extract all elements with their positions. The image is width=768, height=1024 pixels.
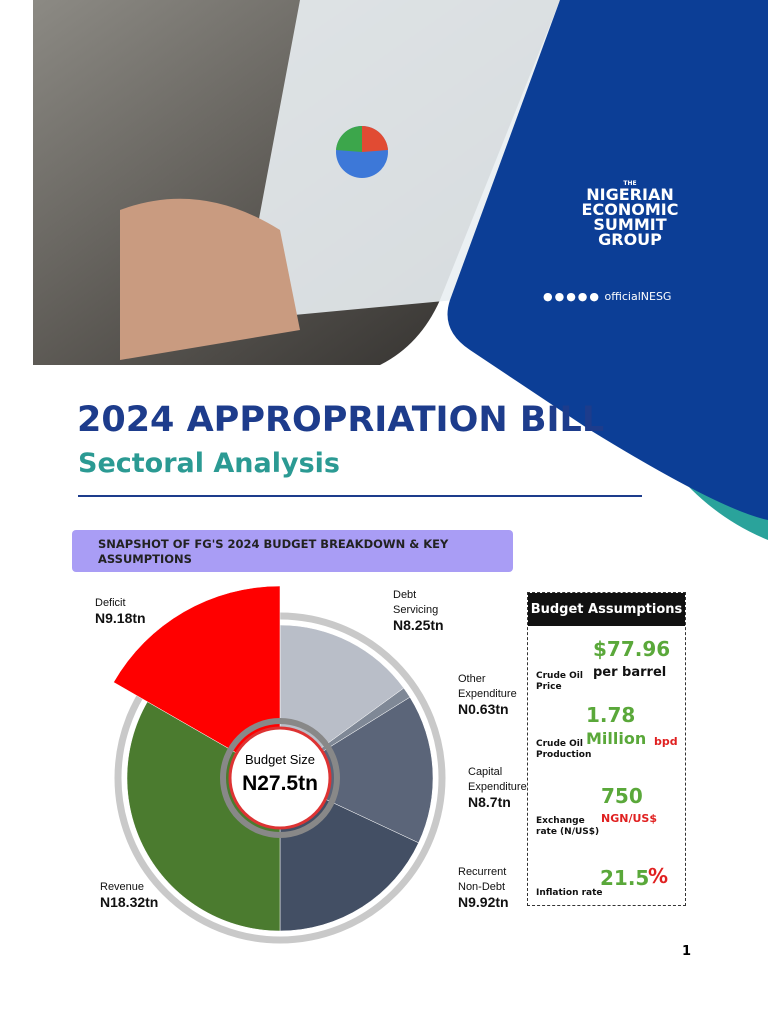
segment-value: N8.7tn bbox=[468, 794, 511, 810]
social: ●●●●● officialNESG bbox=[543, 290, 671, 303]
title: 2024 APPROPRIATION BILL bbox=[77, 400, 605, 440]
pie-icon-part bbox=[336, 125, 362, 152]
segment-name: Recurrent Non-Debt bbox=[458, 866, 507, 893]
logo-line: GROUP bbox=[598, 230, 662, 249]
blue-panel bbox=[447, 0, 768, 520]
pie-wedge bbox=[279, 696, 434, 844]
segment-value: N18.32tn bbox=[100, 894, 159, 910]
center bbox=[228, 726, 332, 830]
logo: THE NIGERIAN ECONOMIC SUMMIT GROUP bbox=[560, 180, 700, 249]
assumption-value: 1.78 bbox=[586, 703, 636, 727]
social-icons: ●●●●● bbox=[543, 290, 601, 303]
budget-pie: Budget Size N27.5tn bbox=[113, 585, 446, 944]
assumption-unit: Million bbox=[586, 729, 647, 748]
assumption: Crude Oil Production 1.78 Million bpd bbox=[528, 703, 686, 768]
segment-value: N9.18tn bbox=[95, 610, 146, 626]
assumption-value: 21.5 bbox=[600, 866, 650, 890]
logo-line: NIGERIAN bbox=[586, 185, 674, 204]
segment-label: Other Expenditure N0.63tn bbox=[458, 672, 528, 717]
assumption-label: Crude Oil Price bbox=[536, 671, 583, 692]
logo-line: SUMMIT bbox=[593, 215, 667, 234]
pie-wedge bbox=[279, 777, 419, 932]
assumption-label: Crude Oil Production bbox=[536, 739, 592, 760]
segment-value: N8.25tn bbox=[393, 617, 444, 633]
screen bbox=[240, 0, 560, 320]
social-handle[interactable]: officialNESG bbox=[604, 290, 672, 303]
segment-label: Recurrent Non-Debt N9.92tn bbox=[458, 865, 528, 910]
assumption-value: $77.96 bbox=[593, 637, 671, 661]
pie-wedge bbox=[113, 585, 281, 779]
segment-label: Deficit N9.18tn bbox=[95, 596, 165, 626]
segment-name: Deficit bbox=[95, 597, 126, 609]
segment-value: N9.92tn bbox=[458, 894, 509, 910]
assumptions-box: Budget Assumptions Crude Oil Price $77.9… bbox=[527, 592, 686, 906]
assumption: Exchange rate (N/US$) 750 NGN/US$ bbox=[528, 778, 686, 848]
segment-name: Revenue bbox=[100, 881, 145, 893]
assumption-unit: NGN/US$ bbox=[601, 812, 657, 825]
segment-name: Debt Servicing bbox=[393, 589, 439, 616]
logo-line: THE bbox=[623, 180, 637, 187]
assumption: Inflation rate 21.5 % bbox=[528, 858, 686, 903]
banner bbox=[72, 530, 513, 572]
center-label: Budget Size bbox=[245, 752, 315, 767]
center-ring bbox=[220, 718, 340, 838]
segment-name: Other Expenditure bbox=[458, 673, 517, 700]
assumption-unit: bpd bbox=[654, 735, 678, 748]
assumption-value: 750 bbox=[601, 784, 643, 808]
hand bbox=[120, 198, 300, 360]
segment-value: N0.63tn bbox=[458, 701, 509, 717]
assumption-unit: % bbox=[648, 864, 669, 888]
logo-line: ECONOMIC bbox=[581, 200, 679, 219]
segment-label: Revenue N18.32tn bbox=[100, 880, 170, 910]
page-number: 1 bbox=[682, 944, 692, 959]
banner-text: SNAPSHOT OF FG'S 2024 BUDGET BREAKDOWN &… bbox=[98, 537, 449, 566]
assumption-unit: per barrel bbox=[593, 665, 667, 680]
segment-label: Capital Expenditure N8.7tn bbox=[468, 765, 538, 810]
assumptions-title: Budget Assumptions bbox=[528, 593, 685, 626]
segment-name: Capital Expenditure bbox=[468, 766, 527, 793]
pie-icon-part bbox=[362, 125, 388, 152]
subtitle: Sectoral Analysis bbox=[78, 448, 340, 479]
segment-label: Debt Servicing N8.25tn bbox=[393, 588, 463, 633]
assumption-label: Exchange rate (N/US$) bbox=[536, 816, 600, 837]
center-value: N27.5tn bbox=[242, 772, 318, 795]
assumption-label: Inflation rate bbox=[536, 888, 603, 898]
assumption: Crude Oil Price $77.96 per barrel bbox=[528, 633, 686, 698]
